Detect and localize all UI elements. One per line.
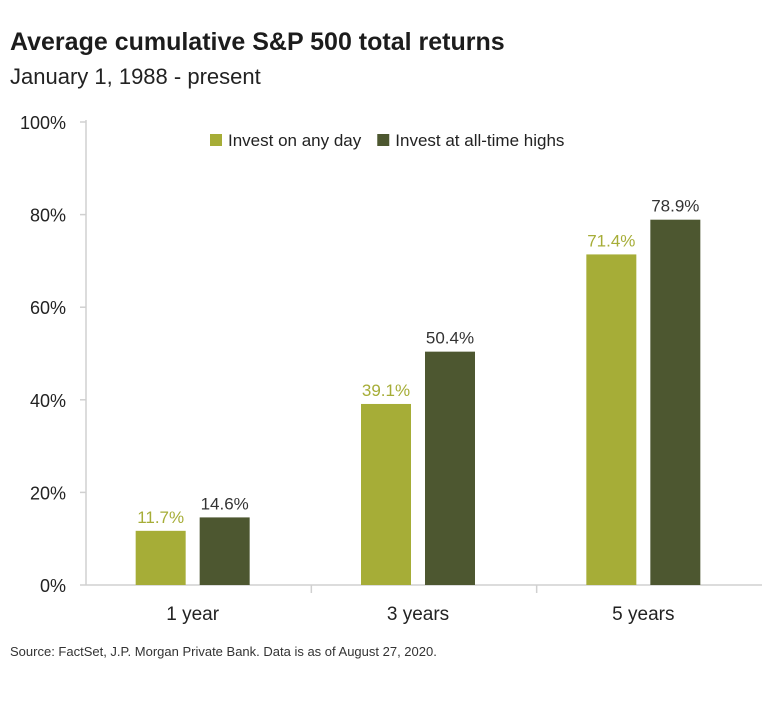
data-label: 50.4% (426, 329, 474, 348)
bar-invest-on-any-day-3-years (361, 403, 411, 585)
bar-chart: 0% 20% 40% 60% 80% 100% 11.7% 14.6% 1 year 39.1% 5… (20, 113, 762, 625)
data-label: 71.4% (587, 231, 635, 250)
legend-swatch (377, 134, 390, 146)
bar-invest-on-any-day-1-year (135, 530, 186, 585)
y-tick-label: 0% (40, 576, 66, 596)
y-tick-label: 80% (30, 206, 66, 226)
data-label: 14.6% (201, 494, 249, 513)
bar-invest-on-any-day-5-years (586, 254, 637, 585)
source-note: Source: FactSet, J.P. Morgan Private Ban… (10, 644, 437, 659)
chart-title: Average cumulative S&P 500 total returns (10, 28, 505, 56)
legend-label: Invest at all-time highs (395, 131, 564, 150)
y-tick-label: 60% (30, 298, 66, 318)
y-tick-label: 100% (20, 113, 66, 133)
chart-subtitle: January 1, 1988 - present (10, 64, 261, 89)
bar-invest-at-all-time-highs-5-years (650, 219, 701, 585)
x-category-label: 1 year (166, 604, 219, 625)
bar-invest-at-all-time-highs-3-years (425, 351, 475, 585)
data-label: 11.7% (137, 508, 184, 527)
y-tick-label: 40% (30, 391, 66, 411)
legend-swatch (210, 134, 222, 146)
legend-label: Invest on any day (228, 131, 362, 150)
y-tick-label: 20% (30, 483, 66, 503)
data-label: 39.1% (362, 381, 410, 400)
x-category-label: 5 years (612, 604, 674, 625)
data-label: 78.9% (651, 197, 699, 216)
x-category-label: 3 years (387, 604, 449, 625)
bar-invest-at-all-time-highs-1-year (199, 517, 250, 585)
